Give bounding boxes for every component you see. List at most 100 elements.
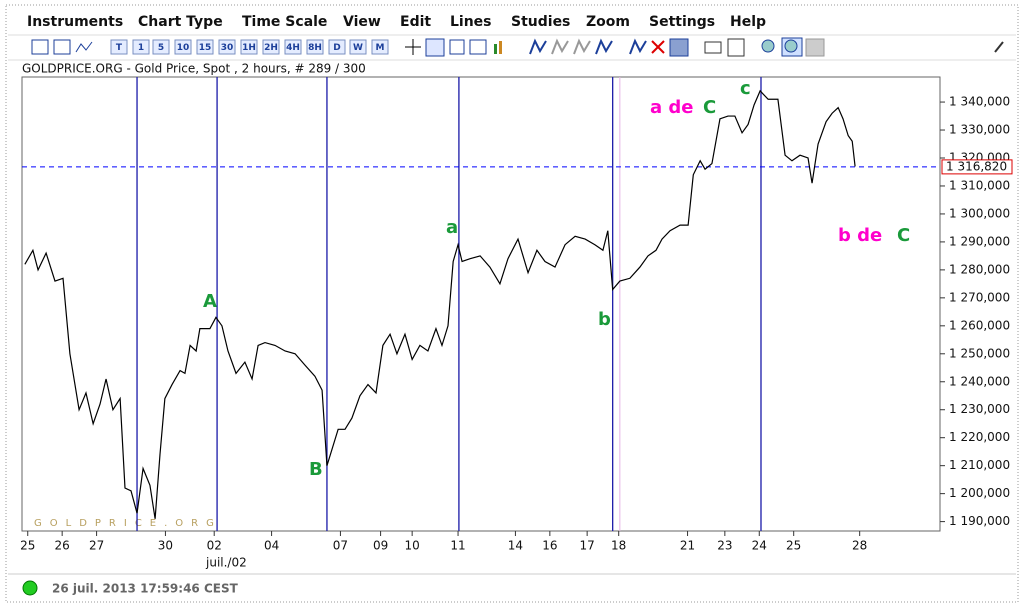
wave-annotation: b de — [838, 225, 882, 246]
wave-annotation: C — [703, 97, 716, 118]
x-tick-label: 26 — [55, 539, 70, 553]
timescale-button[interactable] — [262, 39, 280, 55]
x-tick-label: 17 — [580, 539, 595, 553]
y-tick-label: 1 220,000 — [949, 430, 1010, 444]
status-text: 26 juil. 2013 17:59:46 CEST — [52, 582, 239, 596]
icon-scale[interactable] — [469, 39, 487, 55]
x-tick-label: 30 — [158, 539, 173, 553]
icon-candles — [31, 39, 49, 55]
x-tick-label: 04 — [264, 539, 279, 553]
y-tick-label: 1 290,000 — [949, 234, 1010, 248]
price-line — [24, 89, 856, 519]
timescale-label[interactable]: 8H — [308, 43, 322, 53]
timescale-label[interactable]: 1 — [138, 43, 144, 53]
toolbar-icons — [31, 37, 1004, 57]
icon-volume[interactable] — [494, 44, 497, 54]
wave-annotation: b — [598, 309, 611, 330]
month-label: juil./02 — [205, 556, 247, 570]
timescale-label[interactable]: T — [116, 43, 123, 53]
icon-pin[interactable] — [994, 41, 1004, 53]
timescale-label[interactable]: W — [353, 43, 363, 53]
y-tick-label: 1 190,000 — [949, 514, 1010, 528]
menu-item[interactable]: Chart Type — [138, 14, 223, 30]
x-tick-label: 16 — [542, 539, 557, 553]
timescale-button[interactable] — [196, 39, 214, 55]
y-tick-label: 1 230,000 — [949, 402, 1010, 416]
icon-x2[interactable] — [651, 40, 665, 54]
wave-annotation: a de — [650, 97, 694, 118]
x-tick-label: 25 — [786, 539, 801, 553]
timescale-label[interactable]: 15 — [199, 43, 212, 53]
timescale-button[interactable] — [240, 39, 258, 55]
timescale-label[interactable]: 1H — [242, 43, 256, 53]
y-tick-label: 1 210,000 — [949, 458, 1010, 472]
x-tick-label: 18 — [611, 539, 626, 553]
icon-draw4[interactable] — [595, 38, 613, 55]
icon-grid[interactable] — [425, 38, 445, 57]
x-tick-label: 07 — [333, 539, 348, 553]
timescale-label[interactable]: D — [333, 43, 340, 53]
timescale-button[interactable] — [218, 39, 236, 55]
timescale-button[interactable] — [132, 39, 150, 55]
x-tick-label: 24 — [752, 539, 767, 553]
x-tick-label: 27 — [89, 539, 104, 553]
menu-item[interactable]: Help — [730, 14, 766, 30]
x-tick-label: 21 — [680, 539, 695, 553]
icon-volume2[interactable] — [499, 41, 502, 54]
menu-item[interactable]: View — [343, 14, 381, 30]
timescale-label[interactable]: M — [376, 43, 385, 53]
timescale-label[interactable]: 10 — [177, 43, 190, 53]
chart-subtitle: GOLDPRICE.ORG - Gold Price, Spot , 2 hou… — [22, 62, 366, 76]
menu-item[interactable]: Studies — [511, 14, 570, 30]
x-tick-label: 14 — [508, 539, 523, 553]
menu-item[interactable]: Instruments — [27, 14, 123, 30]
icon-draw3[interactable] — [573, 38, 591, 55]
y-tick-label: 1 250,000 — [949, 346, 1010, 360]
timescale-button[interactable] — [110, 39, 128, 55]
x-tick-label: 23 — [717, 539, 732, 553]
timescale-button[interactable] — [174, 39, 192, 55]
icon-bars — [53, 39, 71, 55]
wave-annotation: A — [203, 291, 217, 312]
timescale-label[interactable]: 5 — [158, 43, 164, 53]
icon-info[interactable] — [449, 39, 465, 55]
x-tick-label: 11 — [450, 539, 465, 553]
wave-annotation: B — [309, 459, 323, 480]
menu-item[interactable]: Time Scale — [242, 14, 327, 30]
menu-item[interactable]: Zoom — [586, 14, 630, 30]
timescale-label[interactable]: 2H — [264, 43, 278, 53]
timescale-button[interactable] — [328, 39, 346, 55]
y-tick-label: 1 310,000 — [949, 178, 1010, 192]
y-tick-label: 1 300,000 — [949, 206, 1010, 220]
menu-item[interactable]: Edit — [400, 14, 431, 30]
icon-draw2[interactable] — [551, 38, 569, 55]
timescale-button[interactable] — [152, 39, 170, 55]
window-border — [5, 4, 1019, 603]
icon-zoom-out[interactable] — [784, 39, 798, 53]
y-tick-label: 1 340,000 — [949, 95, 1010, 109]
icon-preview[interactable] — [727, 38, 745, 57]
icon-zoom-reset[interactable] — [805, 38, 825, 57]
y-tick-label: 1 240,000 — [949, 374, 1010, 388]
y-tick-label: 1 270,000 — [949, 290, 1010, 304]
x-tick-label: 28 — [852, 539, 867, 553]
timescale-button[interactable] — [306, 39, 324, 55]
icon-clear[interactable] — [669, 38, 689, 57]
y-tick-label: 1 280,000 — [949, 262, 1010, 276]
y-tick-label: 1 260,000 — [949, 318, 1010, 332]
icon-print[interactable] — [704, 41, 722, 54]
x-tick-label: 25 — [20, 539, 35, 553]
icon-delete-draw[interactable] — [629, 38, 647, 55]
x-tick-label: 10 — [405, 539, 420, 553]
icon-zoom-in[interactable] — [761, 39, 775, 53]
menu-item[interactable]: Lines — [450, 14, 492, 30]
timescale-label[interactable]: 4H — [286, 43, 300, 53]
timescale-button[interactable] — [349, 39, 367, 55]
timescale-button[interactable] — [284, 39, 302, 55]
timescale-label[interactable]: 30 — [221, 43, 234, 53]
icon-draw1[interactable] — [529, 38, 547, 55]
timescale-button[interactable] — [371, 39, 389, 55]
menu-item[interactable]: Settings — [649, 14, 715, 30]
